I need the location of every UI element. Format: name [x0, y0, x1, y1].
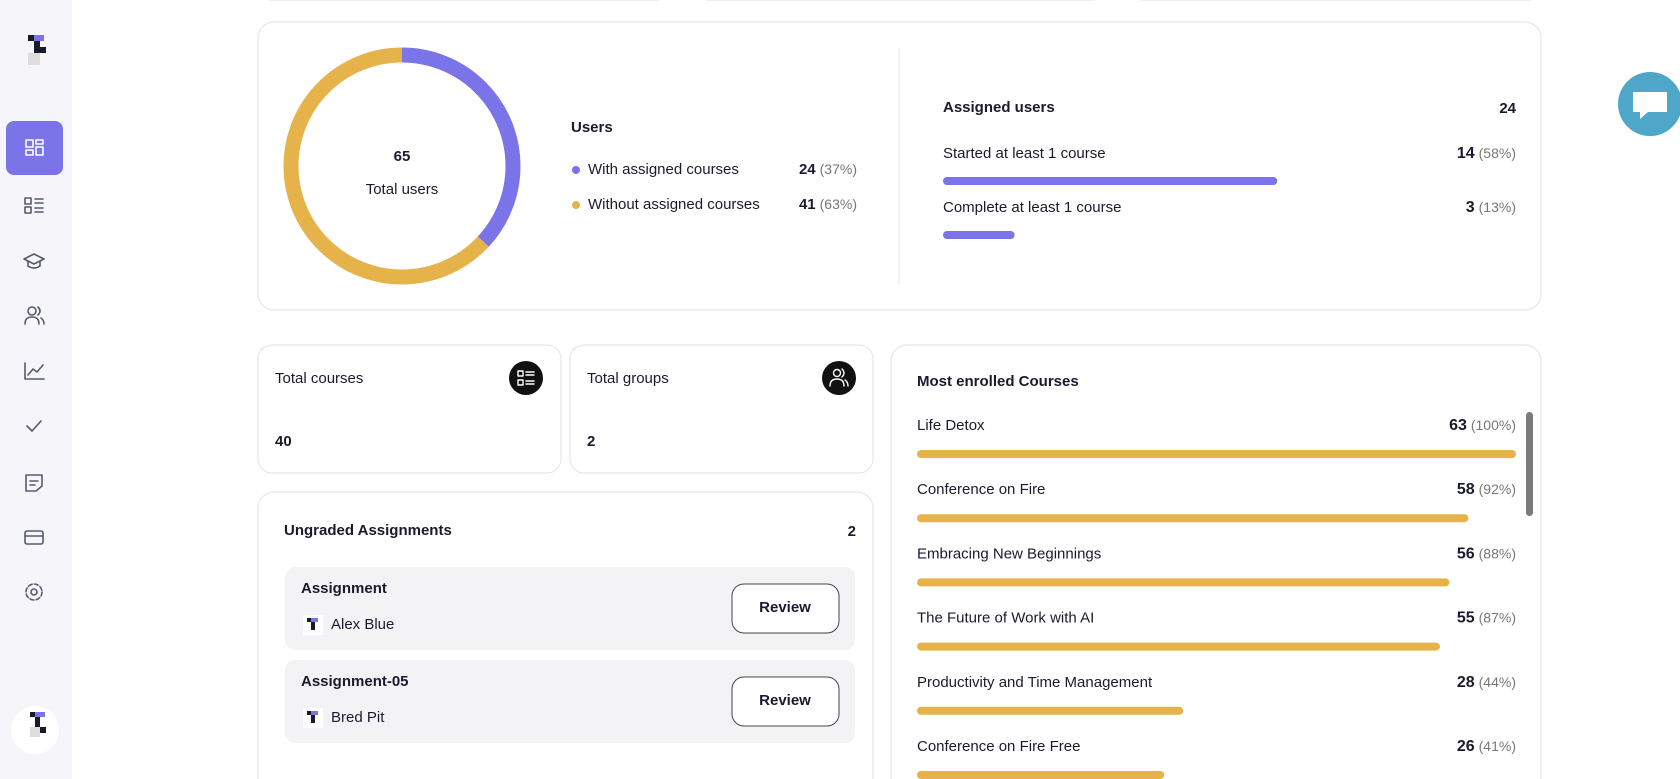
- avatar-px: [311, 715, 315, 723]
- scrollbar[interactable]: [1526, 412, 1533, 516]
- percent: (100%): [1471, 417, 1516, 433]
- ungraded-count: 2: [848, 523, 856, 540]
- nav-users[interactable]: [24, 306, 45, 325]
- nav-settings[interactable]: [25, 583, 43, 601]
- course-name: Embracing New Beginnings: [917, 545, 1101, 562]
- value-text: 41 (63%): [799, 196, 857, 213]
- value-text: 63 (100%): [1449, 417, 1516, 435]
- donut-segment: [283, 47, 521, 285]
- review-button[interactable]: [731, 583, 840, 634]
- value: 28: [1457, 674, 1475, 691]
- avatar-px: [307, 618, 311, 622]
- row-label: Complete at least 1 course: [943, 199, 1121, 216]
- percent: (44%): [1479, 674, 1516, 690]
- avatar-px: [311, 622, 315, 630]
- value-text: 55 (87%): [1457, 609, 1516, 627]
- nav-reports[interactable]: [24, 362, 45, 380]
- assignment-title: Assignment: [301, 580, 387, 597]
- percent: (37%): [820, 161, 857, 177]
- icon-groups: [822, 361, 856, 395]
- assignment-row: [285, 567, 855, 650]
- assigned-value: 24: [1499, 100, 1516, 117]
- legend-dot: [572, 166, 580, 174]
- percent: (63%): [820, 196, 857, 212]
- value: 3: [1466, 199, 1475, 216]
- value-text: 28 (44%): [1457, 674, 1516, 692]
- assignment-title: Assignment-05: [301, 673, 409, 690]
- value: 55: [1457, 610, 1475, 627]
- nav-active[interactable]: [6, 121, 63, 175]
- sidebar: [0, 0, 72, 779]
- course-bar: [917, 578, 1450, 587]
- course-name: Conference on Fire Free: [917, 738, 1080, 755]
- value-text: 56 (88%): [1457, 545, 1516, 563]
- progress-bar: [943, 231, 1015, 239]
- review-button[interactable]: [731, 676, 840, 727]
- percent: (41%): [1479, 738, 1516, 754]
- value: 58: [1457, 481, 1475, 498]
- icon-courses: [509, 361, 543, 395]
- value: 41: [799, 196, 816, 213]
- course-name: Productivity and Time Management: [917, 674, 1153, 691]
- user-avatar[interactable]: [11, 706, 59, 754]
- avatar-px: [311, 711, 318, 715]
- assignment-user: Alex Blue: [331, 616, 394, 633]
- value-text: 26 (41%): [1457, 738, 1516, 756]
- ungraded-title: Ungraded Assignments: [284, 522, 452, 539]
- percent: (88%): [1479, 545, 1516, 561]
- total-value: 65: [394, 148, 411, 165]
- review-label: Review: [759, 692, 811, 709]
- course-bar: [917, 642, 1440, 651]
- value: 26: [1457, 738, 1475, 755]
- assigned-title: Assigned users: [943, 99, 1055, 116]
- nav-dashboard[interactable]: [25, 139, 44, 156]
- percent: (13%): [1479, 199, 1516, 215]
- course-bar: [917, 450, 1516, 458]
- stat-value: 40: [275, 433, 292, 450]
- value: 24: [799, 161, 816, 178]
- assignment-user: Bred Pit: [331, 709, 385, 726]
- stat-label: Total courses: [275, 370, 363, 387]
- chat-button[interactable]: [1618, 72, 1680, 136]
- value: 56: [1457, 546, 1475, 563]
- avatar-px: [311, 618, 318, 622]
- logo[interactable]: [28, 35, 46, 65]
- value: 63: [1449, 417, 1467, 434]
- value-text: 58 (92%): [1457, 481, 1516, 499]
- nav-tasks[interactable]: [26, 420, 42, 432]
- nav-learning[interactable]: [23, 253, 45, 269]
- avatar-px: [307, 711, 311, 715]
- nav-courses[interactable]: [24, 197, 44, 214]
- assignment-row: [285, 660, 855, 743]
- course-name: Conference on Fire: [917, 481, 1045, 498]
- row-label: Started at least 1 course: [943, 145, 1106, 162]
- percent: (87%): [1479, 609, 1516, 625]
- course-bar: [917, 771, 1165, 779]
- value-text: 14 (58%): [1457, 145, 1516, 163]
- course-bar: [917, 514, 1469, 523]
- value-text: 24 (37%): [799, 161, 857, 178]
- stat-value: 2: [587, 433, 595, 450]
- stat-card: [257, 344, 562, 474]
- course-bar: [917, 706, 1184, 715]
- stat-card: [569, 344, 874, 474]
- stat-label: Total groups: [587, 370, 669, 387]
- nav-certificates[interactable]: [25, 474, 43, 492]
- total-label: Total users: [366, 181, 439, 198]
- course-name: The Future of Work with AI: [917, 610, 1094, 627]
- review-label: Review: [759, 599, 811, 616]
- nav-billing[interactable]: [24, 530, 44, 545]
- legend-dot: [572, 201, 580, 209]
- legend-label: Without assigned courses: [588, 196, 760, 213]
- percent: (58%): [1479, 145, 1516, 161]
- legend-label: With assigned courses: [588, 161, 739, 178]
- users-title: Users: [571, 119, 613, 136]
- value-text: 3 (13%): [1466, 199, 1516, 217]
- value: 14: [1457, 145, 1475, 162]
- enrolled-title: Most enrolled Courses: [917, 373, 1079, 390]
- progress-bar: [943, 177, 1278, 185]
- percent: (92%): [1479, 481, 1516, 497]
- course-name: Life Detox: [917, 417, 985, 434]
